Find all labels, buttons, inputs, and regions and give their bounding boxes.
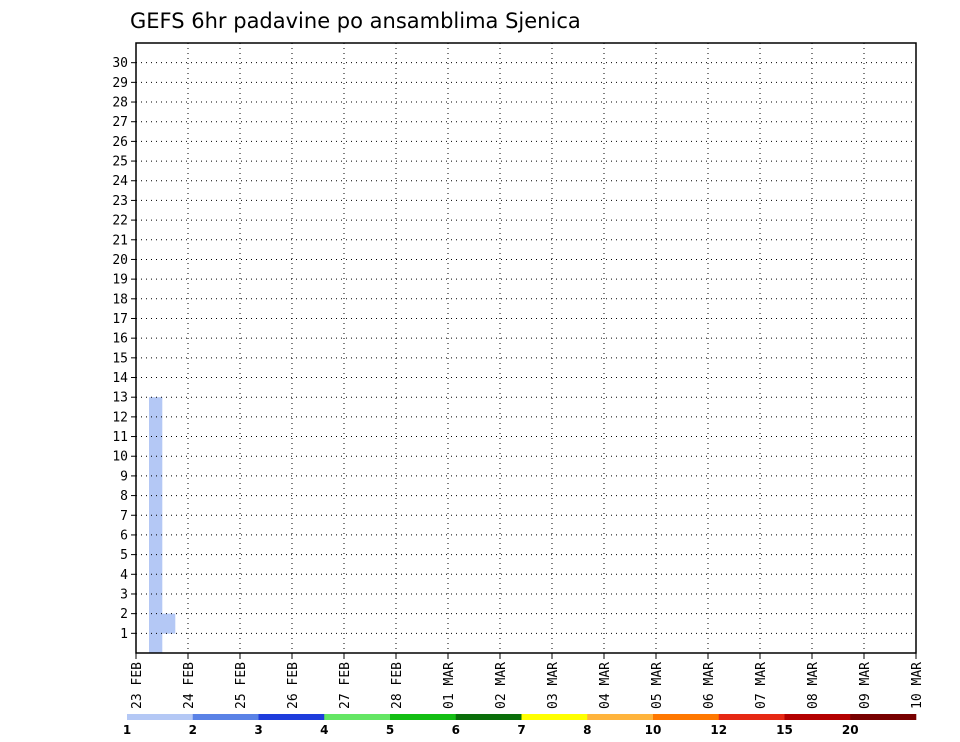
x-tick-label: 03 MAR	[546, 662, 561, 709]
precip-cell	[149, 633, 163, 654]
x-axis: 23 FEB 24 FEB 25 FEB 26 FEB 27 FEB 28 FEB 01 M…	[130, 653, 925, 709]
x-tick-label: 28 FEB	[390, 662, 405, 709]
y-tick-label: 28	[112, 96, 128, 111]
y-tick-label: 29	[112, 76, 128, 91]
colorbar-label: 6	[452, 723, 460, 737]
colorbar-swatch	[324, 714, 391, 720]
x-tick-label: 04 MAR	[598, 662, 613, 709]
y-tick-label: 21	[112, 233, 128, 248]
y-tick-label: 25	[112, 155, 128, 170]
y-tick-label: 30	[112, 56, 128, 71]
x-tick-label: 26 FEB	[286, 662, 301, 709]
plot-frame	[135, 42, 917, 654]
x-tick-label: 01 MAR	[442, 662, 457, 709]
colorbar-label: 10	[645, 723, 662, 737]
y-tick-label: 8	[120, 489, 128, 504]
y-tick-label: 18	[112, 292, 128, 307]
x-tick-label: 27 FEB	[338, 662, 353, 709]
y-tick-label: 3	[120, 587, 128, 602]
y-tick-label: 26	[112, 135, 128, 150]
precip-cell	[149, 593, 163, 614]
grid-layer	[136, 43, 916, 653]
precip-cell	[149, 397, 163, 418]
colorbar-label: 5	[386, 723, 394, 737]
colorbar-swatch	[718, 714, 785, 720]
y-tick-label: 13	[112, 391, 128, 406]
y-tick-label: 7	[120, 509, 128, 524]
colorbar-label: 12	[710, 723, 727, 737]
y-tick-label: 22	[112, 214, 128, 229]
x-tick-label: 05 MAR	[650, 662, 665, 709]
x-tick-label: 25 FEB	[234, 662, 249, 709]
precip-cell	[149, 456, 163, 477]
x-tick-label: 09 MAR	[858, 662, 873, 709]
y-axis: 1234567891011121314151617181920212223242…	[112, 56, 136, 642]
colorbar-swatch	[587, 714, 654, 720]
y-tick-label: 17	[112, 312, 128, 327]
chart-title: GEFS 6hr padavine po ansamblima Sjenica	[130, 9, 581, 33]
colorbar-swatch	[258, 714, 325, 720]
y-tick-label: 5	[120, 548, 128, 563]
precip-cell	[149, 475, 163, 496]
y-tick-label: 23	[112, 194, 128, 209]
colorbar-legend: 1 2 3 4 5 6 7 8 10 12 15 20	[123, 714, 917, 737]
colorbar-swatch	[127, 714, 194, 720]
precip-cell	[149, 515, 163, 536]
y-tick-label: 14	[112, 371, 128, 386]
precip-cell	[149, 416, 163, 437]
x-tick-label: 23 FEB	[130, 662, 145, 709]
colorbar-swatch	[521, 714, 588, 720]
y-tick-label: 6	[120, 528, 128, 543]
colorbar-label: 20	[842, 723, 859, 737]
y-tick-label: 20	[112, 253, 128, 268]
colorbar-swatch	[653, 714, 720, 720]
y-tick-label: 15	[112, 351, 128, 366]
colorbar-swatch	[390, 714, 457, 720]
y-tick-label: 1	[120, 627, 128, 642]
x-tick-label: 02 MAR	[494, 662, 509, 709]
precip-cell	[149, 436, 163, 457]
colorbar-label: 4	[320, 723, 328, 737]
x-tick-label: 24 FEB	[182, 662, 197, 709]
colorbar-label: 7	[517, 723, 525, 737]
colorbar-swatch	[784, 714, 851, 720]
y-tick-label: 9	[120, 469, 128, 484]
colorbar-swatch	[192, 714, 259, 720]
colorbar-label: 8	[583, 723, 591, 737]
y-tick-label: 16	[112, 332, 128, 347]
colorbar-label: 1	[123, 723, 131, 737]
precip-cell	[149, 613, 176, 634]
y-tick-label: 12	[112, 410, 128, 425]
precip-cell	[149, 495, 163, 516]
colorbar-swatch	[455, 714, 522, 720]
x-tick-label: 10 MAR	[910, 662, 925, 709]
x-tick-label: 08 MAR	[806, 662, 821, 709]
y-tick-label: 4	[120, 568, 128, 583]
cells-layer	[149, 397, 176, 654]
y-tick-label: 27	[112, 115, 128, 130]
colorbar-label: 3	[254, 723, 262, 737]
y-tick-label: 11	[112, 430, 128, 445]
precip-cell	[149, 534, 163, 555]
colorbar-label: 15	[776, 723, 793, 737]
precip-cell	[149, 554, 163, 575]
x-tick-label: 06 MAR	[702, 662, 717, 709]
colorbar-label: 2	[189, 723, 197, 737]
y-tick-label: 24	[112, 174, 128, 189]
y-tick-label: 10	[112, 450, 128, 465]
y-tick-label: 2	[120, 607, 128, 622]
colorbar-swatch	[850, 714, 917, 720]
y-tick-label: 19	[112, 273, 128, 288]
precip-cell	[149, 574, 163, 595]
x-tick-label: 07 MAR	[754, 662, 769, 709]
